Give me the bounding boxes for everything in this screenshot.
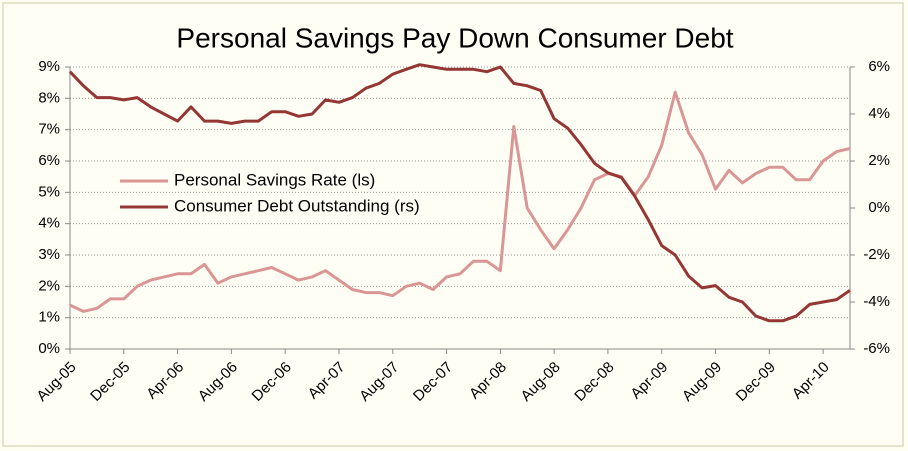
y2-tick-label: 4% [868,105,890,122]
y-tick-label: 6% [38,152,60,169]
y-tick-label: 7% [38,121,60,138]
y-tick-label: 2% [38,277,60,294]
legend-label: Consumer Debt Outstanding (rs) [174,196,420,215]
legend-label: Personal Savings Rate (ls) [174,170,375,189]
y2-tick-label: 0% [868,199,890,216]
y2-tick-label: 6% [868,58,890,75]
y2-tick-label: -4% [863,293,890,310]
y2-tick-label: -2% [863,246,890,263]
y2-tick-label: -6% [863,340,890,357]
series-line [68,63,851,323]
series-line [69,90,851,313]
y-tick-label: 5% [38,183,60,200]
y2-tick-label: 2% [868,152,890,169]
y-tick-label: 9% [38,58,60,75]
y-tick-label: 3% [38,246,60,263]
chart-title: Personal Savings Pay Down Consumer Debt [176,22,733,53]
y-tick-label: 0% [38,340,60,357]
y-tick-label: 8% [38,89,60,106]
y-tick-label: 1% [38,309,60,326]
y-tick-label: 4% [38,215,60,232]
